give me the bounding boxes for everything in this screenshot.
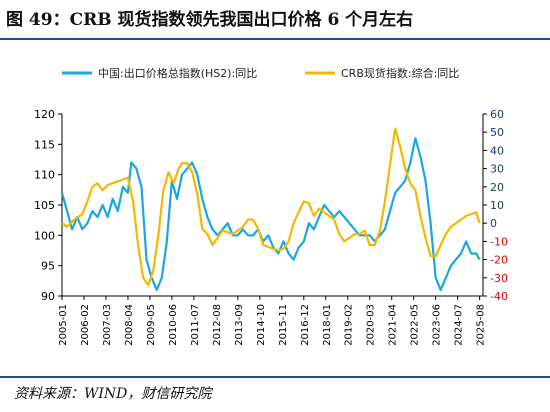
x-axis-tick-label: 2014-10 — [256, 304, 267, 346]
x-axis-tick-label: 2008-04 — [124, 304, 135, 346]
source-note: 资料来源：WIND，财信研究院 — [0, 376, 550, 412]
right-axis-tick-label: 0 — [490, 217, 497, 230]
x-axis-tick-label: 2024-07 — [454, 304, 465, 346]
right-axis-tick-label: 40 — [490, 144, 504, 157]
axes: 90 95 100 105 110 115 120 -40 -30 -20 -10 0 10 20 30 40… — [34, 108, 508, 346]
right-axis-tick-label: -10 — [490, 235, 508, 248]
chart-svg: 中国:出口价格总指数(HS2):同比 CRB现货指数:综合:同比 9095100… — [34, 66, 508, 346]
left-axis-tick-label: 120 — [34, 108, 55, 121]
x-axis-tick-label: 2009-05 — [146, 304, 157, 346]
right-axis-tick-label: -20 — [490, 254, 508, 267]
left-axis-tick-label: 110 — [34, 169, 55, 182]
right-axis-tick-label: 20 — [490, 181, 504, 194]
x-axis-tick-label: 2018-01 — [322, 304, 333, 346]
x-axis-tick-label: 2023-06 — [432, 304, 443, 346]
right-axis-tick-label: -40 — [490, 290, 508, 303]
x-axis-tick-label: 2011-07 — [190, 304, 201, 346]
left-axis-tick-label: 95 — [41, 260, 55, 273]
x-axis-tick-label: 2013-09 — [234, 304, 245, 346]
series-line-crb-spot — [61, 127, 481, 287]
right-axis-tick-label: 50 — [490, 126, 504, 139]
right-axis-tick-label: -30 — [490, 272, 508, 285]
plot-lines — [60, 127, 481, 291]
right-axis-tick-label: 10 — [490, 199, 504, 212]
x-axis-tick-label: 2005-01 — [58, 304, 69, 346]
x-axis-tick-label: 2025-08 — [476, 304, 487, 346]
x-axis-tick-label: 2010-06 — [168, 304, 179, 346]
figure-title: 图 49：CRB 现货指数领先我国出口价格 6 个月左右 — [0, 0, 550, 40]
left-axis-tick-label: 105 — [34, 199, 55, 212]
left-axis-tick-label: 115 — [34, 138, 55, 151]
x-axis-tick-label: 2012-08 — [212, 304, 223, 346]
legend-label-series-b: CRB现货指数:综合:同比 — [341, 66, 459, 80]
chart-area: 中国:出口价格总指数(HS2):同比 CRB现货指数:综合:同比 90 95 100… — [0, 44, 550, 374]
legend-label-series-a: 中国:出口价格总指数(HS2):同比 — [98, 66, 257, 80]
x-axis-tick-label: 2020-03 — [366, 304, 377, 346]
x-axis-tick-label: 2019-02 — [344, 304, 355, 346]
series-line-export-price — [60, 137, 481, 291]
right-axis-tick-label: 30 — [490, 163, 504, 176]
x-axis-tick-label: 2015-11 — [278, 304, 289, 346]
x-axis-tick-label: 2007-03 — [102, 304, 113, 346]
left-axis-tick-label: 100 — [34, 229, 55, 242]
x-axis-tick-label: 2016-12 — [300, 304, 311, 346]
x-axis-tick-label: 2022-05 — [410, 304, 421, 346]
x-axis-tick-label: 2006-02 — [80, 304, 91, 346]
legend: 中国:出口价格总指数(HS2):同比 CRB现货指数:综合:同比 — [62, 66, 459, 80]
left-axis-tick-label: 90 — [41, 290, 55, 303]
right-axis-tick-label: 60 — [490, 108, 504, 121]
x-axis-tick-label: 2021-04 — [388, 304, 399, 346]
